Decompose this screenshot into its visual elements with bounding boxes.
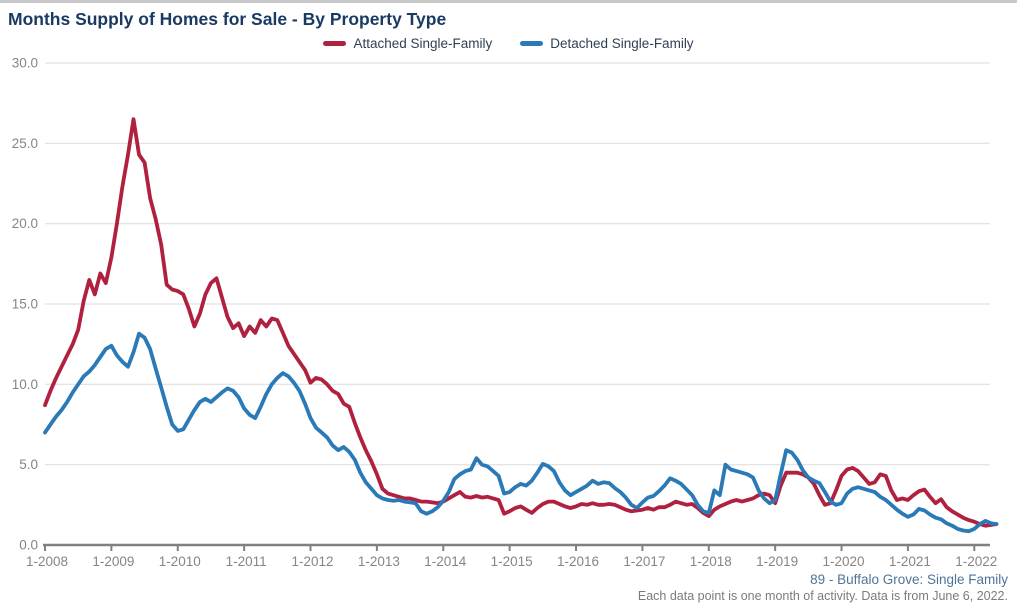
x-axis-tick-label: 1-2010 [159,554,201,569]
x-axis-tick-label: 1-2017 [623,554,665,569]
legend-item-detached[interactable]: Detached Single-Family [520,36,694,51]
x-axis-tick-label: 1-2008 [26,554,68,569]
y-axis-tick-label: 0.0 [19,538,38,553]
x-axis-tick-label: 1-2015 [491,554,533,569]
attached-series-swatch-icon [323,41,347,46]
x-axis-tick-label: 1-2019 [756,554,798,569]
x-axis-tick-label: 1-2014 [424,554,467,569]
y-axis-tick-label: 5.0 [19,457,38,472]
window-edge-strip [0,0,1017,3]
x-axis-tick-label: 1-2022 [955,554,997,569]
y-axis-tick-label: 30.0 [12,56,38,71]
x-axis-tick-label: 1-2013 [358,554,400,569]
x-axis-tick-label: 1-2021 [889,554,931,569]
legend-label-attached: Attached Single-Family [353,36,493,51]
x-axis-tick-label: 1-2020 [823,554,865,569]
x-axis-tick-label: 1-2016 [557,554,599,569]
y-axis-tick-label: 20.0 [12,216,38,231]
detached-series-swatch-icon [520,41,544,46]
x-axis-tick-label: 1-2009 [92,554,134,569]
legend-label-detached: Detached Single-Family [550,36,694,51]
legend-item-attached[interactable]: Attached Single-Family [323,36,492,51]
series-line-detached[interactable] [43,331,999,534]
y-axis-tick-label: 15.0 [12,297,38,312]
x-axis-tick-label: 1-2012 [291,554,333,569]
chart-legend: Attached Single-Family Detached Single-F… [0,36,1017,51]
y-axis-tick-label: 10.0 [12,377,38,392]
series-line-attached[interactable] [43,117,999,528]
data-note: Each data point is one month of activity… [637,589,1008,603]
x-axis-tick-label: 1-2018 [690,554,732,569]
page-title: Months Supply of Homes for Sale - By Pro… [8,9,447,29]
x-axis-tick-label: 1-2011 [226,554,267,569]
y-axis-tick-label: 25.0 [12,136,38,151]
market-label: 89 - Buffalo Grove: Single Family [810,572,1008,587]
